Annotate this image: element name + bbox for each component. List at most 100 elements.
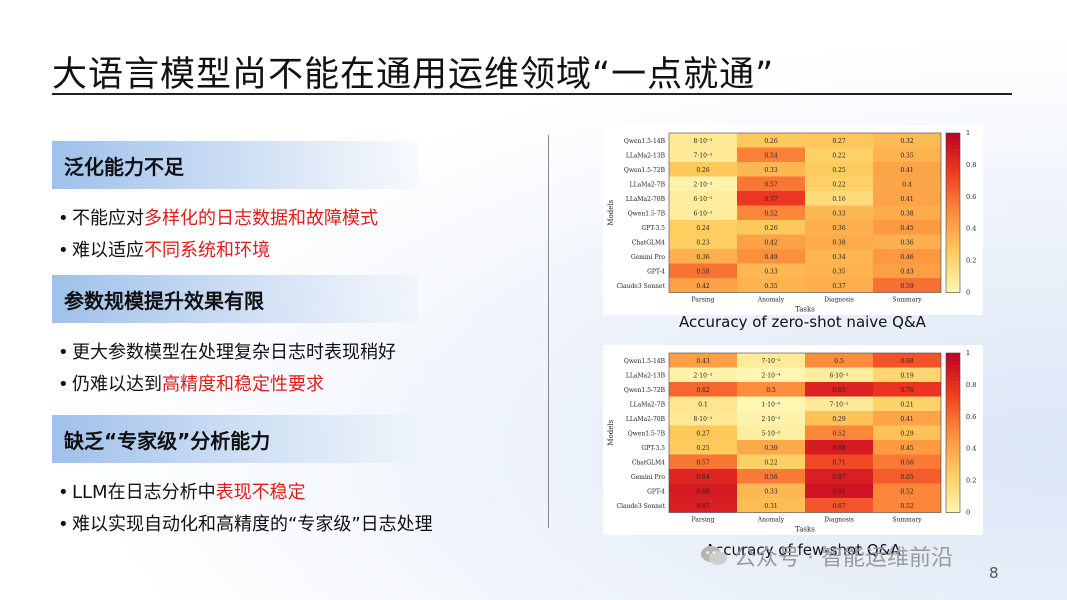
section-heading: 参数规模提升效果有限: [52, 275, 418, 323]
heatmap-cell: [737, 191, 805, 206]
y-axis-title: Models: [607, 419, 615, 445]
colorbar-segment: [946, 228, 960, 234]
y-tick-label: Qwen1.5-72B: [624, 167, 666, 174]
cell-label: 0.57: [764, 181, 778, 188]
colorbar-segment: [946, 472, 960, 478]
cell-label: 0.5: [766, 387, 776, 394]
colorbar-segment: [946, 180, 960, 186]
colorbar-segment: [946, 172, 960, 178]
bullet-text: 难以实现自动化和高精度的“专家级”日志处理: [72, 514, 433, 535]
cell-label: 8·10⁻²: [694, 416, 714, 423]
cell-label: 0.68: [900, 358, 914, 365]
y-tick-label: Gemini Pro: [631, 254, 666, 261]
y-tick-label: GPT-4: [647, 488, 665, 495]
cell-label: 0.59: [900, 283, 914, 290]
colorbar-tick-label: 0.2: [966, 257, 976, 265]
heatmap-cell: [737, 249, 805, 264]
colorbar-segment: [946, 488, 960, 494]
cell-label: 0.36: [696, 254, 710, 261]
bullet-dot: •: [58, 342, 69, 363]
page-number: 8: [989, 564, 999, 582]
colorbar-segment: [946, 156, 960, 162]
heatmap-cell: [669, 498, 737, 513]
cell-label: 0.35: [900, 152, 914, 159]
colorbar-segment: [946, 252, 960, 258]
heatmap-cell: [805, 191, 873, 206]
colorbar-segment: [946, 364, 960, 370]
y-tick-label: Qwen1.5-14B: [624, 138, 666, 145]
cell-label: 2·10⁻²: [694, 372, 714, 379]
colorbar-segment: [946, 384, 960, 390]
bullet-highlight: 高精度和稳定性要求: [162, 374, 324, 395]
heatmap-cell: [737, 440, 805, 455]
heatmap-cell: [737, 353, 805, 368]
heatmap-cell: [669, 353, 737, 368]
bullet-list: • 更大参数模型在处理复杂日志时表现稍好 • 仍难以达到高精度和稳定性要求: [52, 337, 418, 401]
cell-label: 0.57: [696, 459, 710, 466]
y-tick-label: Gemini Pro: [631, 474, 666, 481]
cell-label: 0.33: [764, 488, 778, 495]
cell-label: 0.88: [696, 488, 710, 495]
colorbar-segment: [946, 380, 960, 386]
cell-label: 6·10⁻²: [830, 372, 850, 379]
heatmap-cell: [737, 162, 805, 177]
colorbar-segment: [946, 208, 960, 214]
cell-label: 0.37: [832, 283, 846, 290]
cell-label: 0.71: [832, 459, 845, 466]
heatmap-cell: [737, 133, 805, 148]
heatmap-cell: [669, 483, 737, 498]
cell-label: 0.29: [832, 416, 846, 423]
cell-label: 0.22: [764, 459, 778, 466]
colorbar-segment: [946, 280, 960, 286]
colorbar-segment: [946, 192, 960, 198]
cell-label: 0.58: [696, 268, 710, 275]
heatmap-cell: [873, 176, 941, 191]
cell-label: 0.19: [900, 372, 914, 379]
heatmap-cell: [737, 498, 805, 513]
cell-label: 0.56: [900, 459, 914, 466]
cell-label: 0.56: [764, 474, 778, 481]
cell-label: 0.38: [900, 210, 914, 217]
heatmap-cell: [737, 220, 805, 235]
bullet-highlight: 多样化的日志数据和故障模式: [144, 208, 378, 229]
cell-label: 0.23: [696, 239, 710, 246]
heatmap-cell: [669, 133, 737, 148]
heatmap-cell: [805, 176, 873, 191]
bullet-highlight: 不同系统和环境: [144, 240, 270, 261]
cell-label: 0.43: [696, 358, 710, 365]
x-axis-title: Tasks: [795, 306, 815, 314]
x-tick-label: Anomaly: [757, 297, 785, 304]
bullet-dot: •: [58, 374, 69, 395]
cell-label: 0.22: [832, 152, 846, 159]
colorbar-frame: [945, 352, 961, 513]
heatmap-cell: [669, 396, 737, 411]
colorbar-segment: [946, 260, 960, 266]
heatmap-cell: [669, 220, 737, 235]
x-axis-title: Tasks: [795, 526, 815, 534]
y-tick-label: GPT-4: [647, 268, 665, 275]
y-tick-label: ChatGLM4: [632, 459, 665, 466]
colorbar-tick-label: 0: [966, 509, 970, 517]
colorbar-segment: [946, 420, 960, 426]
cell-label: 0.1: [698, 401, 708, 408]
cell-label: 0.38: [832, 239, 846, 246]
cell-label: 0.54: [764, 152, 778, 159]
heatmap-cell: [805, 483, 873, 498]
cell-label: 0.4: [902, 181, 912, 188]
heatmap-frame: [668, 352, 942, 513]
heatmap-cell: [669, 469, 737, 484]
y-tick-label: LLaMa2-13B: [626, 152, 666, 159]
colorbar-segment: [946, 236, 960, 242]
heatmap-cell: [737, 396, 805, 411]
colorbar-segment: [946, 424, 960, 430]
bullet-item: • 难以适应不同系统和环境: [52, 235, 418, 267]
heatmap-cell: [805, 234, 873, 249]
heatmap-cell: [737, 425, 805, 440]
cell-label: 0.52: [832, 430, 846, 437]
cell-label: 0.25: [696, 445, 710, 452]
x-tick-label: Parsing: [692, 517, 715, 524]
heatmap-cell: [669, 367, 737, 382]
y-tick-label: LLaMa2-70B: [626, 416, 666, 423]
y-tick-label: GPT-3.5: [641, 225, 665, 232]
colorbar-segment: [946, 152, 960, 158]
